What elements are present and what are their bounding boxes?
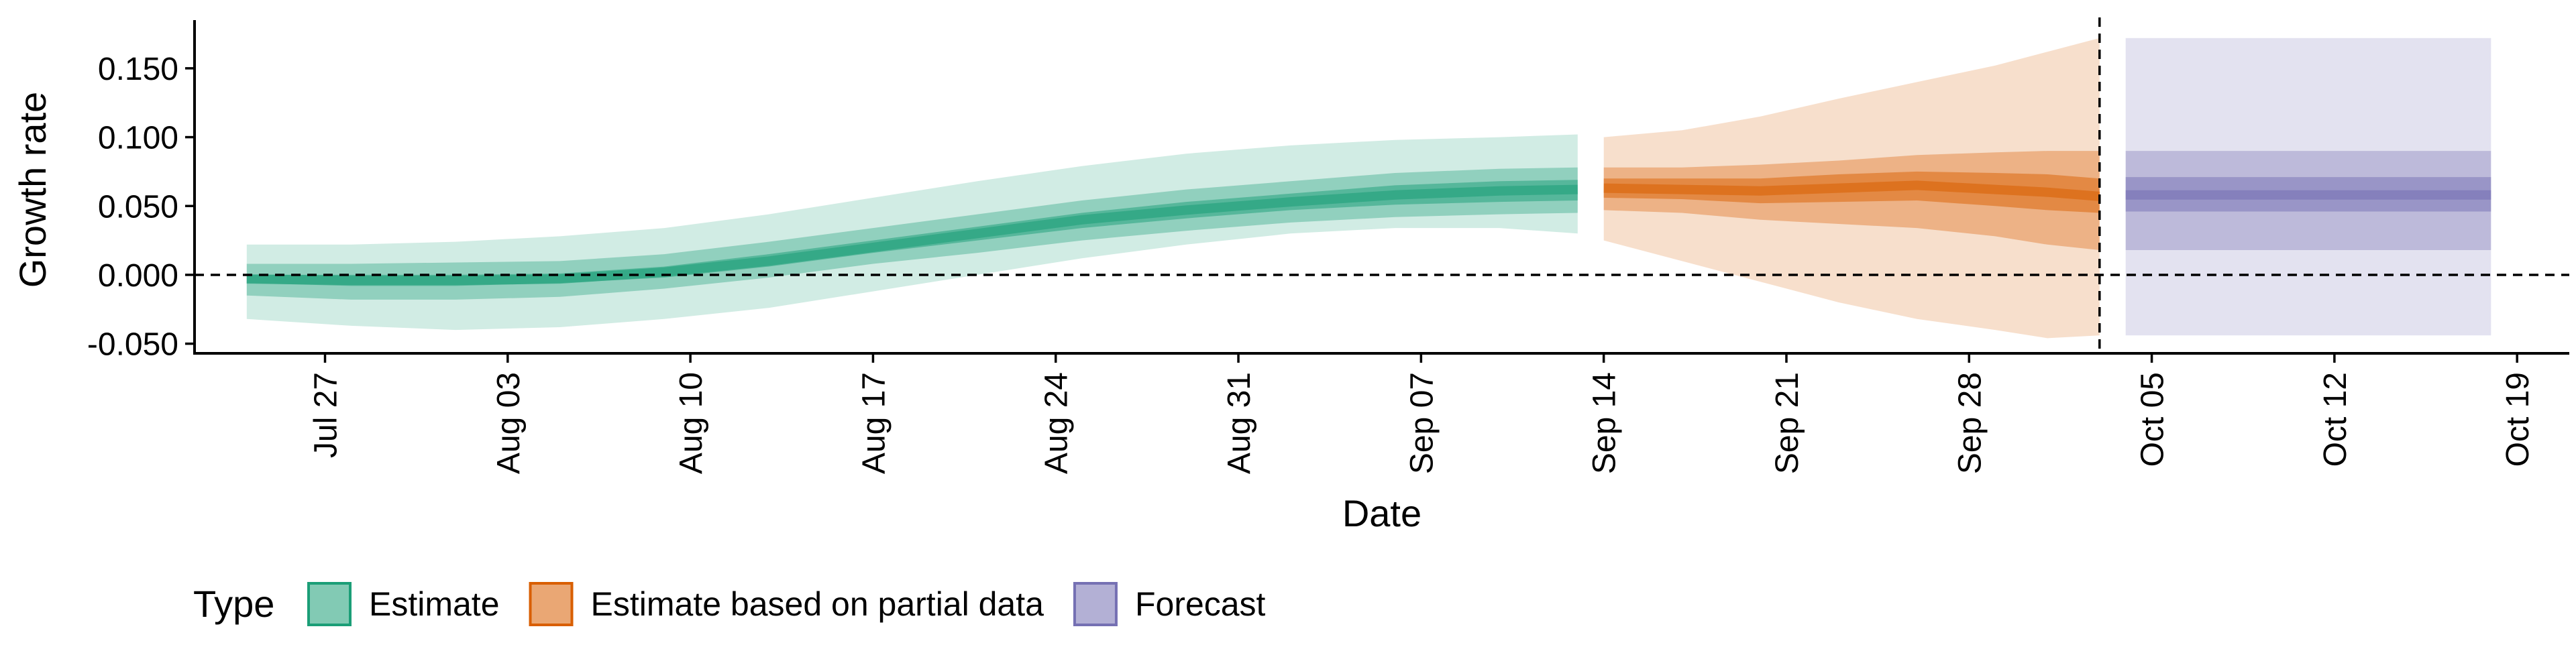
legend-key <box>1073 582 1118 626</box>
x-tick-label: Oct 19 <box>2500 372 2536 467</box>
x-tick-label: Oct 12 <box>2318 372 2353 467</box>
x-tick-label: Aug 24 <box>1039 372 1075 474</box>
legend-item-1: Estimate based on partial data <box>529 582 1044 626</box>
x-tick-label: Aug 31 <box>1222 372 1257 474</box>
median-line-series-0 <box>246 184 1578 286</box>
legend-label: Estimate based on partial data <box>591 585 1044 623</box>
x-tick-label: Aug 17 <box>856 372 892 474</box>
x-tick-label: Oct 05 <box>2135 372 2171 467</box>
y-tick-label: 0.150 <box>98 52 178 87</box>
x-tick-label: Jul 27 <box>309 372 344 458</box>
legend-key <box>307 582 352 626</box>
axes: -0.050 0.000 0.050 0.100 0.150 Jul 27 Aug 03 Au… <box>87 20 2569 474</box>
legend-label: Forecast <box>1135 585 1266 623</box>
median-line-series-1 <box>1603 180 2100 201</box>
legend-item-0: Estimate <box>307 582 500 626</box>
y-tick-label: 0.050 <box>98 189 178 225</box>
uncertainty-bands <box>246 38 2491 339</box>
x-tick-label: Aug 10 <box>674 372 709 474</box>
x-tick-label: Sep 07 <box>1404 372 1440 474</box>
series-1 <box>1603 38 2100 339</box>
legend-title: Type <box>193 583 274 625</box>
series-2 <box>2125 38 2491 336</box>
legend: Type Estimate Estimate based on partial d… <box>193 582 1266 626</box>
x-tick-label: Sep 14 <box>1587 372 1623 474</box>
y-tick-label: -0.050 <box>87 327 178 363</box>
x-axis-title: Date <box>1342 492 1421 534</box>
y-axis-title: Growth rate <box>11 92 54 288</box>
legend-items: Estimate Estimate based on partial data Fo… <box>307 582 1266 626</box>
y-tick-label: 0.100 <box>98 121 178 156</box>
series-0 <box>246 134 1578 331</box>
legend-label: Estimate <box>369 585 500 623</box>
y-tick-label: 0.000 <box>98 258 178 294</box>
legend-key <box>529 582 574 626</box>
x-tick-label: Aug 03 <box>491 372 527 474</box>
legend-item-2: Forecast <box>1073 582 1266 626</box>
reference-lines <box>195 17 2569 353</box>
x-tick-label: Sep 21 <box>1770 372 1805 474</box>
x-tick-label: Sep 28 <box>1952 372 1988 474</box>
